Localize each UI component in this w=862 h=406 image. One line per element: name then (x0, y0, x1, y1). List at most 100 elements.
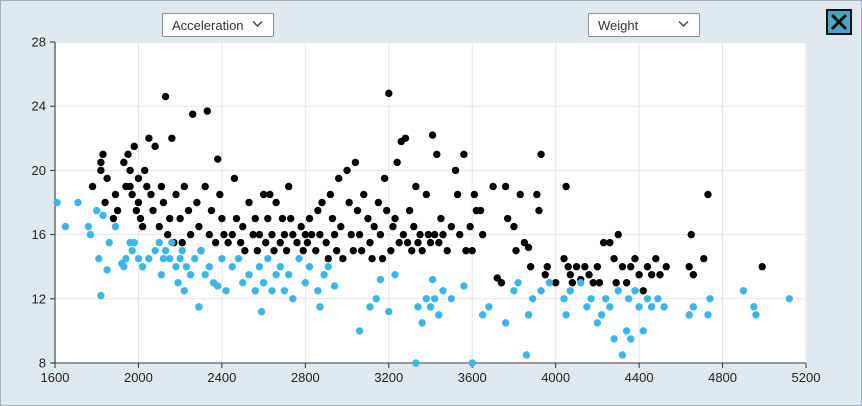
data-point (403, 238, 412, 247)
data-point (408, 246, 416, 255)
data-point (245, 271, 253, 279)
data-point (328, 214, 337, 223)
data-point (533, 190, 541, 199)
data-point (159, 198, 168, 207)
data-point (451, 166, 460, 175)
data-point (316, 303, 324, 311)
x-axis-select-value: Acceleration (172, 17, 244, 33)
data-point (113, 206, 122, 215)
data-point (264, 214, 272, 223)
data-point (303, 238, 312, 247)
data-point (128, 246, 136, 255)
data-point (111, 222, 120, 231)
data-points (53, 89, 794, 367)
data-point (597, 311, 606, 319)
data-point (551, 279, 560, 287)
data-point (205, 230, 214, 239)
data-point (307, 230, 316, 239)
data-point (61, 222, 70, 231)
data-point (410, 222, 418, 231)
close-button[interactable] (826, 9, 852, 35)
data-point (74, 198, 82, 207)
data-point (510, 222, 518, 231)
data-point (99, 211, 107, 220)
x-tick-label: 3600 (458, 370, 487, 385)
data-point (443, 246, 451, 255)
data-point (414, 303, 422, 311)
data-point (662, 263, 670, 271)
data-point (510, 287, 518, 295)
data-point (785, 295, 794, 303)
chevron-down-icon (252, 20, 263, 28)
data-point (295, 254, 303, 263)
y-tick-label: 12 (32, 291, 46, 306)
data-point (541, 271, 549, 279)
data-point (453, 190, 462, 199)
data-point (289, 230, 297, 239)
data-point (560, 295, 568, 303)
data-point (180, 287, 189, 295)
data-point (378, 254, 387, 263)
data-point (268, 287, 276, 295)
data-point (493, 274, 501, 282)
data-point (251, 214, 259, 223)
data-point (138, 222, 147, 231)
data-point (239, 279, 247, 287)
data-point (261, 238, 270, 247)
data-point (186, 230, 195, 239)
y-tick-label: 16 (32, 227, 46, 242)
data-point (739, 287, 748, 295)
data-point (656, 271, 664, 279)
data-point (220, 230, 228, 239)
data-point (577, 279, 585, 287)
data-point (366, 303, 374, 311)
data-point (147, 190, 155, 199)
data-point (97, 291, 105, 300)
data-point (489, 182, 497, 191)
data-point (387, 246, 395, 255)
data-point (322, 238, 330, 247)
data-point (639, 327, 647, 335)
data-point (326, 190, 335, 199)
data-point (485, 303, 493, 311)
data-point (456, 230, 464, 239)
data-point (647, 271, 656, 279)
data-point (130, 238, 138, 247)
data-point (435, 311, 443, 319)
data-point (401, 134, 410, 142)
x-tick-label: 2000 (124, 370, 153, 385)
data-point (218, 214, 226, 223)
data-point (470, 190, 479, 199)
data-point (149, 206, 157, 215)
data-point (84, 222, 93, 231)
data-point (174, 279, 182, 287)
data-point (86, 230, 95, 239)
data-point (312, 246, 320, 255)
y-axis-select[interactable]: Weight (588, 13, 700, 37)
data-point (635, 303, 643, 311)
chevron-down-icon (678, 20, 689, 28)
data-point (282, 246, 291, 255)
data-point (345, 198, 353, 207)
data-point (572, 263, 581, 271)
data-point (228, 230, 237, 239)
data-point (631, 287, 639, 295)
data-point (207, 206, 216, 215)
data-point (101, 198, 109, 207)
data-point (366, 238, 374, 247)
data-point (606, 238, 614, 247)
x-axis-select[interactable]: Acceleration (162, 13, 274, 37)
data-point (416, 230, 424, 239)
data-point (297, 222, 305, 231)
x-tick-label: 4800 (708, 370, 737, 385)
data-point (136, 214, 145, 223)
data-point (478, 311, 487, 319)
data-point (270, 246, 278, 255)
data-point (318, 198, 326, 207)
data-point (264, 254, 272, 263)
data-point (145, 254, 153, 263)
data-point (332, 246, 341, 255)
data-point (241, 246, 249, 255)
data-point (360, 190, 368, 199)
x-tick-label: 5200 (792, 370, 821, 385)
